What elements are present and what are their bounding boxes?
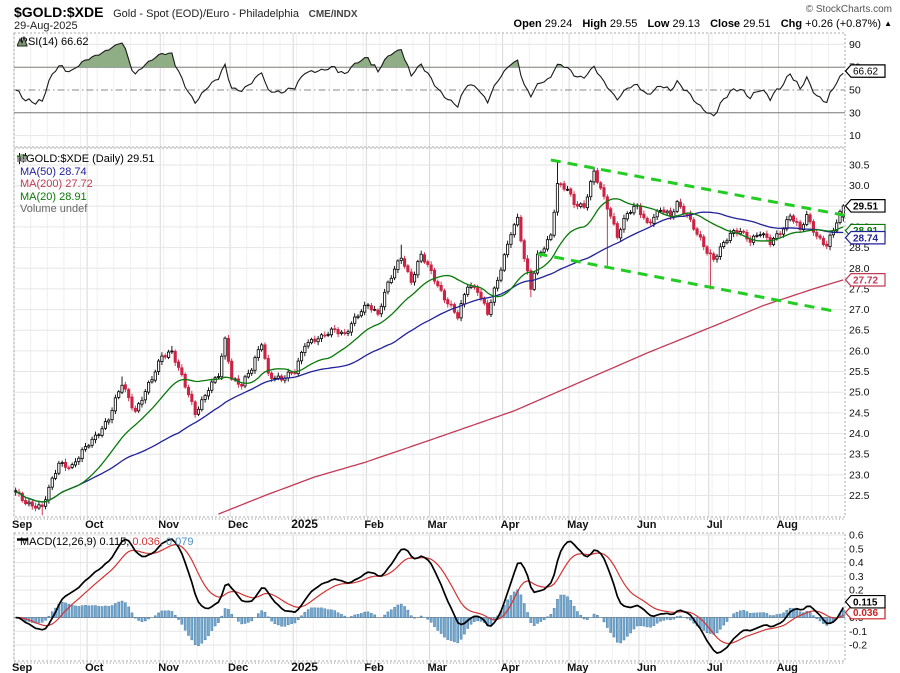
svg-text:Aug: Aug <box>777 519 798 531</box>
svg-text:30.0: 30.0 <box>849 180 870 192</box>
header-title: $GOLD:$XDE Gold - Spot (EOD)/Euro - Phil… <box>14 4 358 20</box>
svg-text:May: May <box>567 519 589 531</box>
svg-text:Jun: Jun <box>637 519 657 531</box>
price-legend: $GOLD:$XDE (Daily) 29.51 MA(50) 28.74 MA… <box>17 153 155 216</box>
low-label: Low <box>647 18 670 30</box>
macd-value-3: 0.079 <box>165 536 194 548</box>
svg-text:27.0: 27.0 <box>849 304 870 316</box>
low-value: 29.13 <box>672 18 701 30</box>
chg-up-arrow-icon: ▲ <box>884 19 892 28</box>
ma20-legend-label: MA(20) 28.91 <box>20 190 87 203</box>
svg-text:Sep: Sep <box>12 519 32 531</box>
macd-value-2: 0.036, <box>132 536 163 548</box>
high-label: High <box>582 18 607 30</box>
price-legend-title-row: $GOLD:$XDE (Daily) 29.51 <box>17 153 155 166</box>
svg-text:May: May <box>567 662 589 673</box>
ma200-legend-row: MA(200) 27.72 <box>17 155 155 191</box>
svg-text:Mar: Mar <box>428 662 448 673</box>
svg-text:27.72: 27.72 <box>853 275 878 286</box>
svg-text:Apr: Apr <box>501 662 521 673</box>
chg-value: +0.26 (+0.87%) <box>805 18 882 30</box>
svg-text:-0.2: -0.2 <box>849 640 867 652</box>
svg-text:66.62: 66.62 <box>853 67 878 78</box>
svg-text:2025: 2025 <box>291 517 318 531</box>
chart-date: 29-Aug-2025 <box>14 20 78 32</box>
ma50-legend-label: MA(50) 28.74 <box>20 165 87 178</box>
close-value: 29.51 <box>743 18 771 30</box>
ticker-description: Gold - Spot (EOD)/Euro - Philadelphia <box>113 8 299 20</box>
axis-labels: 907050301030.530.029.529.028.528.027.527… <box>12 39 886 673</box>
svg-text:Dec: Dec <box>228 662 248 673</box>
price-legend-title: $GOLD:$XDE (Daily) 29.51 <box>20 153 155 165</box>
price-panel <box>13 147 846 520</box>
svg-text:0.4: 0.4 <box>849 557 864 569</box>
svg-text:Dec: Dec <box>228 519 248 531</box>
close-label: Close <box>710 18 741 30</box>
svg-text:Nov: Nov <box>158 662 180 673</box>
ma50-legend-row: MA(50) 28.74 <box>17 155 155 179</box>
volume-legend-label: Volume undef <box>20 203 88 215</box>
svg-text:Jul: Jul <box>707 519 723 531</box>
rsi-panel <box>13 32 846 148</box>
svg-text:50: 50 <box>849 85 861 97</box>
svg-text:Feb: Feb <box>364 662 384 673</box>
svg-text:0.5: 0.5 <box>849 543 864 555</box>
svg-text:22.5: 22.5 <box>849 490 870 502</box>
svg-text:25.5: 25.5 <box>849 366 870 378</box>
svg-text:28.74: 28.74 <box>853 233 878 244</box>
ticker-symbol: $GOLD:$XDE <box>14 4 104 20</box>
svg-text:29.51: 29.51 <box>853 201 878 212</box>
svg-text:Feb: Feb <box>364 519 384 531</box>
svg-text:Apr: Apr <box>501 519 521 531</box>
rsi-legend-label: RSI(14) 66.62 <box>20 36 89 48</box>
rsi-legend: RSI(14) 66.62 <box>17 36 88 48</box>
svg-text:Mar: Mar <box>428 519 448 531</box>
svg-text:0.3: 0.3 <box>849 571 864 583</box>
macd-legend-label: MACD(12,26,9) <box>20 536 97 548</box>
ma200-legend-label: MA(200) 27.72 <box>20 178 93 190</box>
ticker-exchange: CME/INDX <box>308 9 358 20</box>
svg-text:26.5: 26.5 <box>849 325 870 337</box>
svg-text:26.0: 26.0 <box>849 345 870 357</box>
macd-value-1: 0.115, <box>99 536 130 548</box>
svg-text:24.0: 24.0 <box>849 428 870 440</box>
macd-panel <box>13 532 846 664</box>
copyright-label: © StockCharts.com <box>805 4 892 15</box>
svg-text:0.6: 0.6 <box>849 530 864 542</box>
svg-text:Jul: Jul <box>707 662 723 673</box>
svg-text:Aug: Aug <box>777 662 798 673</box>
svg-text:24.5: 24.5 <box>849 407 870 419</box>
svg-text:23.5: 23.5 <box>849 449 870 461</box>
svg-text:0.115: 0.115 <box>853 597 878 608</box>
svg-text:10: 10 <box>849 130 861 142</box>
svg-text:28.0: 28.0 <box>849 263 870 275</box>
ohlc-readout: Open 29.24 High 29.55 Low 29.13 Close 29… <box>507 18 892 30</box>
svg-text:0.036: 0.036 <box>853 608 878 619</box>
ma20-legend-row: MA(20) 28.91 <box>17 155 155 204</box>
svg-text:90: 90 <box>849 39 861 51</box>
svg-text:28.5: 28.5 <box>849 242 870 254</box>
svg-text:Jun: Jun <box>637 662 657 673</box>
open-label: Open <box>513 18 542 30</box>
volume-legend-row: Volume undef <box>17 154 155 216</box>
open-value: 29.24 <box>544 18 573 30</box>
svg-text:Oct: Oct <box>85 519 104 531</box>
svg-text:23.0: 23.0 <box>849 469 870 481</box>
svg-text:25.0: 25.0 <box>849 387 870 399</box>
svg-text:0.2: 0.2 <box>849 585 864 597</box>
svg-text:30.5: 30.5 <box>849 159 870 171</box>
svg-text:Oct: Oct <box>85 662 104 673</box>
svg-text:30: 30 <box>849 107 861 119</box>
high-value: 29.55 <box>609 18 638 30</box>
chg-label: Chg <box>780 18 803 30</box>
svg-text:Nov: Nov <box>158 519 180 531</box>
svg-text:-0.1: -0.1 <box>849 626 867 638</box>
svg-text:2025: 2025 <box>291 660 318 673</box>
macd-legend: MACD(12,26,9) 0.115, 0.036, 0.079 <box>17 536 194 548</box>
svg-text:Sep: Sep <box>12 662 32 673</box>
